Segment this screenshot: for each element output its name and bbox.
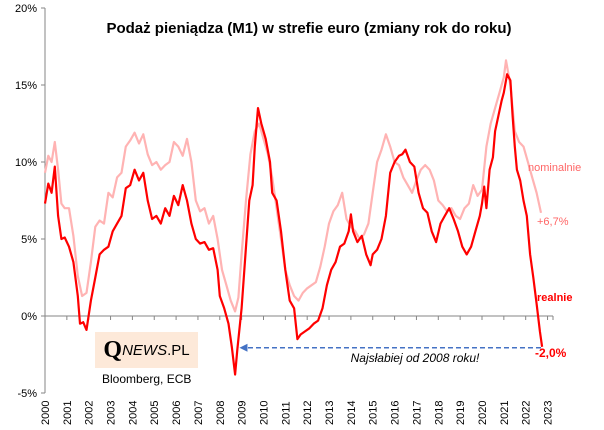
x-tick-label: 2012 <box>302 401 314 425</box>
y-tick-label: 0% <box>21 311 37 323</box>
y-tick-label: 15% <box>15 80 37 92</box>
x-tick-label: 2003 <box>106 401 118 425</box>
label-nominal-value: +6,7% <box>537 216 569 228</box>
series-group <box>43 59 544 376</box>
x-tick-label: 2006 <box>171 401 183 425</box>
logo-text: NEWS.PL <box>122 342 190 359</box>
logo-q: Q <box>103 336 123 363</box>
label-weakest: Najsłabiej od 2008 roku! <box>351 351 480 365</box>
x-tick-label: 2019 <box>455 401 467 425</box>
x-tick-label: 2013 <box>324 401 336 425</box>
x-tick-label: 2007 <box>193 401 205 425</box>
x-tick-label: 2000 <box>40 401 52 425</box>
x-tick-label: 2022 <box>521 401 533 425</box>
qnews-logo: Q NEWS.PL <box>95 332 198 368</box>
arrow-head-icon <box>239 343 248 352</box>
logo-news: NEWS <box>122 341 168 359</box>
label-nominal: nominalnie <box>528 162 581 174</box>
x-tick-label: 2023 <box>543 401 555 425</box>
label-real: realnie <box>537 292 572 304</box>
x-tick-label: 2010 <box>258 401 270 425</box>
x-tick-label: 2016 <box>390 401 402 425</box>
x-tick-label: 2018 <box>433 401 445 425</box>
y-tick-label: 5% <box>21 234 37 246</box>
x-tick-label: 2011 <box>280 401 292 425</box>
x-tick-label: 2001 <box>62 401 74 425</box>
y-tick-label: 20% <box>15 3 37 15</box>
x-tick-label: 2004 <box>127 401 139 425</box>
x-tick-label: 2009 <box>237 401 249 425</box>
x-tick-label: 2008 <box>215 401 227 425</box>
x-tick-label: 2002 <box>84 401 96 425</box>
axes: -5% 0% 5% 10% 15% 20% 2000 2001 2002 2003 2004 2005… <box>15 3 555 425</box>
x-tick-label: 2015 <box>368 401 380 425</box>
y-tick-label: -5% <box>17 388 37 400</box>
series-line-realnie <box>43 73 544 376</box>
label-real-value: -2,0% <box>535 346 567 360</box>
x-tick-label: 2014 <box>346 401 358 425</box>
y-tick-label: 10% <box>15 157 37 169</box>
chart-title: Podaż pieniądza (M1) w strefie euro (zmi… <box>106 20 511 37</box>
logo-pl: .PL <box>167 341 190 359</box>
source-label: Bloomberg, ECB <box>102 372 192 386</box>
x-tick-label: 2005 <box>149 401 161 425</box>
x-tick-label: 2021 <box>499 401 511 425</box>
annotations: nominalnie +6,7% realnie -2,0% Najsłabiej od… <box>239 162 581 365</box>
x-tick-label: 2017 <box>411 401 423 425</box>
series-line-nominalnie <box>43 59 543 313</box>
x-tick-label: 2020 <box>477 401 489 425</box>
